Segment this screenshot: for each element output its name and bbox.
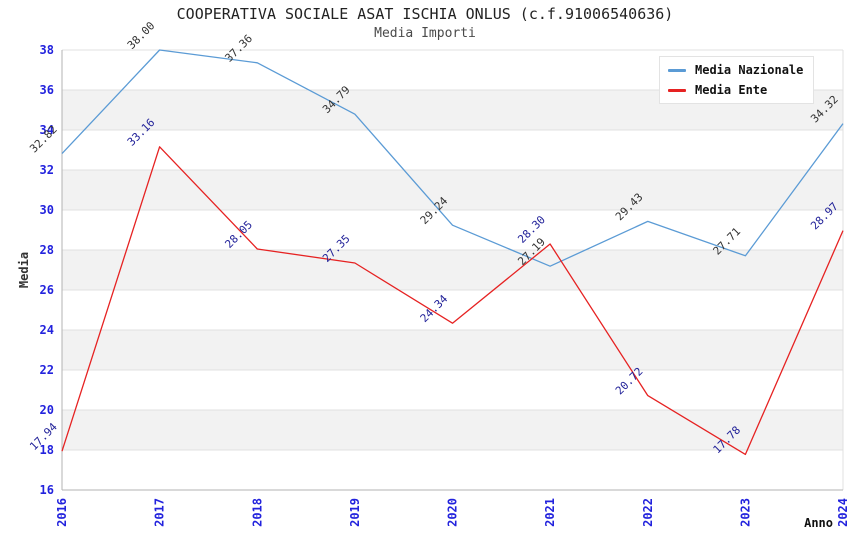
y-tick-label: 18	[40, 443, 54, 457]
y-tick-label: 28	[40, 243, 54, 257]
legend-label: Media Ente	[695, 83, 768, 97]
y-tick-label: 26	[40, 283, 54, 297]
y-tick-label: 34	[40, 123, 54, 137]
x-tick-label: 2021	[543, 498, 557, 527]
legend-item-media-ente: Media Ente	[668, 83, 803, 97]
series-line-media-ente	[61, 146, 844, 456]
grid-band	[62, 410, 843, 450]
x-tick-label: 2023	[738, 498, 752, 527]
y-tick-label: 20	[40, 403, 54, 417]
y-axis-label: Media	[17, 251, 31, 289]
series-line-media-nazionale	[61, 49, 844, 267]
y-tick-label: 24	[40, 323, 54, 337]
y-tick-label: 36	[40, 83, 54, 97]
y-tick-label: 16	[40, 483, 54, 497]
grid-band	[62, 330, 843, 370]
grid-band	[62, 250, 843, 290]
chart-subtitle: Media Importi	[374, 26, 476, 41]
x-tick-label: 2022	[641, 498, 655, 527]
x-tick-label: 2024	[836, 498, 850, 527]
legend: Media Nazionale Media Ente	[659, 56, 815, 104]
x-tick-label: 2019	[348, 498, 362, 527]
grid-band	[62, 170, 843, 210]
legend-item-media-nazionale: Media Nazionale	[668, 63, 803, 77]
y-tick-label: 30	[40, 203, 54, 217]
legend-line-swatch	[668, 88, 686, 92]
chart-title: COOPERATIVA SOCIALE ASAT ISCHIA ONLUS (c…	[176, 5, 674, 23]
legend-label: Media Nazionale	[695, 63, 804, 77]
x-tick-label: 2017	[153, 498, 167, 527]
y-tick-label: 32	[40, 163, 54, 177]
value-label-media-nazionale: 38.00	[125, 19, 158, 52]
x-axis-label: Anno	[804, 516, 833, 530]
value-label-media-ente: 28.05	[222, 218, 255, 251]
y-tick-label: 22	[40, 363, 54, 377]
legend-line-swatch	[668, 68, 686, 72]
x-tick-label: 2018	[250, 498, 264, 527]
x-tick-label: 2016	[55, 498, 69, 527]
y-tick-label: 38	[40, 43, 54, 57]
x-tick-label: 2020	[446, 498, 460, 527]
value-label-media-ente: 24.34	[418, 292, 451, 325]
